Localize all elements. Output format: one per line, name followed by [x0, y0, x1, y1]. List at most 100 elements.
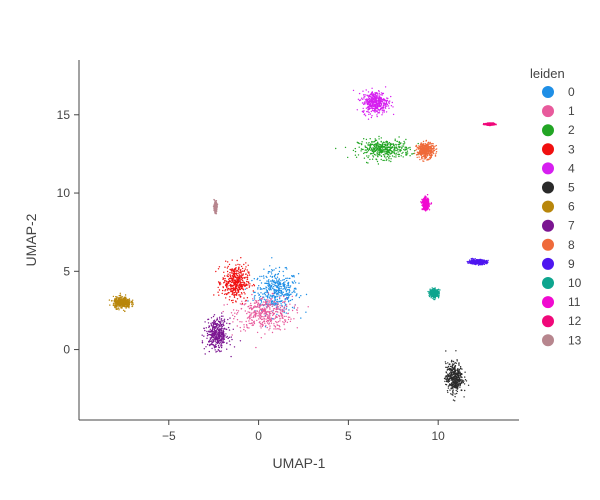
point — [241, 286, 243, 288]
point — [228, 263, 231, 266]
point — [285, 291, 288, 293]
point — [267, 293, 270, 295]
point — [363, 94, 365, 96]
point — [428, 295, 431, 298]
point — [242, 288, 244, 290]
cluster-9-points — [466, 257, 489, 266]
point — [386, 103, 388, 106]
point — [276, 302, 279, 304]
cluster-8-points — [413, 139, 438, 162]
point — [431, 288, 434, 291]
point — [236, 319, 239, 321]
point — [272, 288, 274, 290]
point — [221, 320, 224, 322]
point — [224, 289, 227, 291]
point — [298, 296, 301, 299]
point — [378, 104, 380, 107]
point — [382, 112, 384, 114]
point — [231, 285, 233, 287]
point — [399, 149, 401, 152]
point — [374, 106, 376, 109]
point — [223, 327, 226, 329]
point — [386, 152, 388, 154]
point — [115, 308, 118, 310]
point — [245, 276, 247, 278]
point — [235, 264, 237, 266]
point — [231, 272, 234, 274]
point — [273, 323, 275, 325]
point — [240, 287, 243, 290]
point — [428, 151, 430, 153]
point — [259, 309, 261, 312]
point — [480, 263, 482, 266]
point — [234, 312, 236, 314]
point — [447, 362, 449, 364]
point — [211, 340, 213, 342]
point — [255, 306, 257, 308]
point — [481, 264, 483, 266]
point — [260, 292, 262, 294]
point — [373, 153, 376, 156]
point — [239, 326, 241, 329]
point — [227, 326, 230, 329]
point — [222, 336, 225, 338]
point — [385, 105, 387, 107]
point — [455, 385, 457, 388]
point — [453, 364, 455, 366]
point — [269, 284, 271, 286]
point — [456, 377, 458, 379]
point — [408, 147, 410, 149]
point — [233, 295, 236, 297]
point — [213, 335, 215, 337]
point — [433, 149, 435, 152]
point — [271, 269, 273, 271]
point — [445, 371, 447, 373]
point — [437, 291, 439, 293]
point — [364, 151, 366, 154]
point — [231, 275, 234, 277]
cluster-3-points — [213, 257, 256, 305]
point — [220, 326, 223, 328]
point — [241, 302, 244, 305]
point — [253, 296, 256, 298]
point — [117, 307, 119, 309]
point — [374, 140, 377, 142]
point — [457, 368, 459, 370]
point — [214, 340, 216, 342]
point — [295, 294, 298, 296]
point — [234, 294, 237, 296]
point — [118, 305, 120, 308]
point — [451, 372, 453, 375]
point — [284, 300, 286, 303]
point — [385, 148, 387, 151]
point — [276, 310, 278, 313]
point — [361, 97, 363, 99]
point — [371, 102, 373, 104]
point — [222, 331, 224, 333]
point — [380, 99, 382, 101]
point — [445, 362, 447, 365]
point — [239, 340, 242, 342]
point — [282, 317, 284, 319]
point — [391, 150, 394, 153]
point — [243, 270, 246, 272]
point — [444, 361, 447, 363]
point — [222, 340, 224, 343]
point — [233, 272, 236, 274]
point — [361, 98, 363, 101]
point — [439, 289, 441, 291]
point — [359, 142, 361, 145]
point — [229, 272, 231, 274]
point — [227, 273, 229, 275]
point — [267, 292, 270, 294]
point — [374, 103, 376, 106]
point — [449, 383, 452, 386]
point — [478, 259, 481, 261]
point — [260, 323, 262, 325]
point — [112, 302, 115, 304]
point — [404, 149, 406, 151]
point — [211, 329, 213, 332]
point — [227, 289, 229, 291]
point — [354, 150, 357, 153]
point — [271, 297, 273, 300]
